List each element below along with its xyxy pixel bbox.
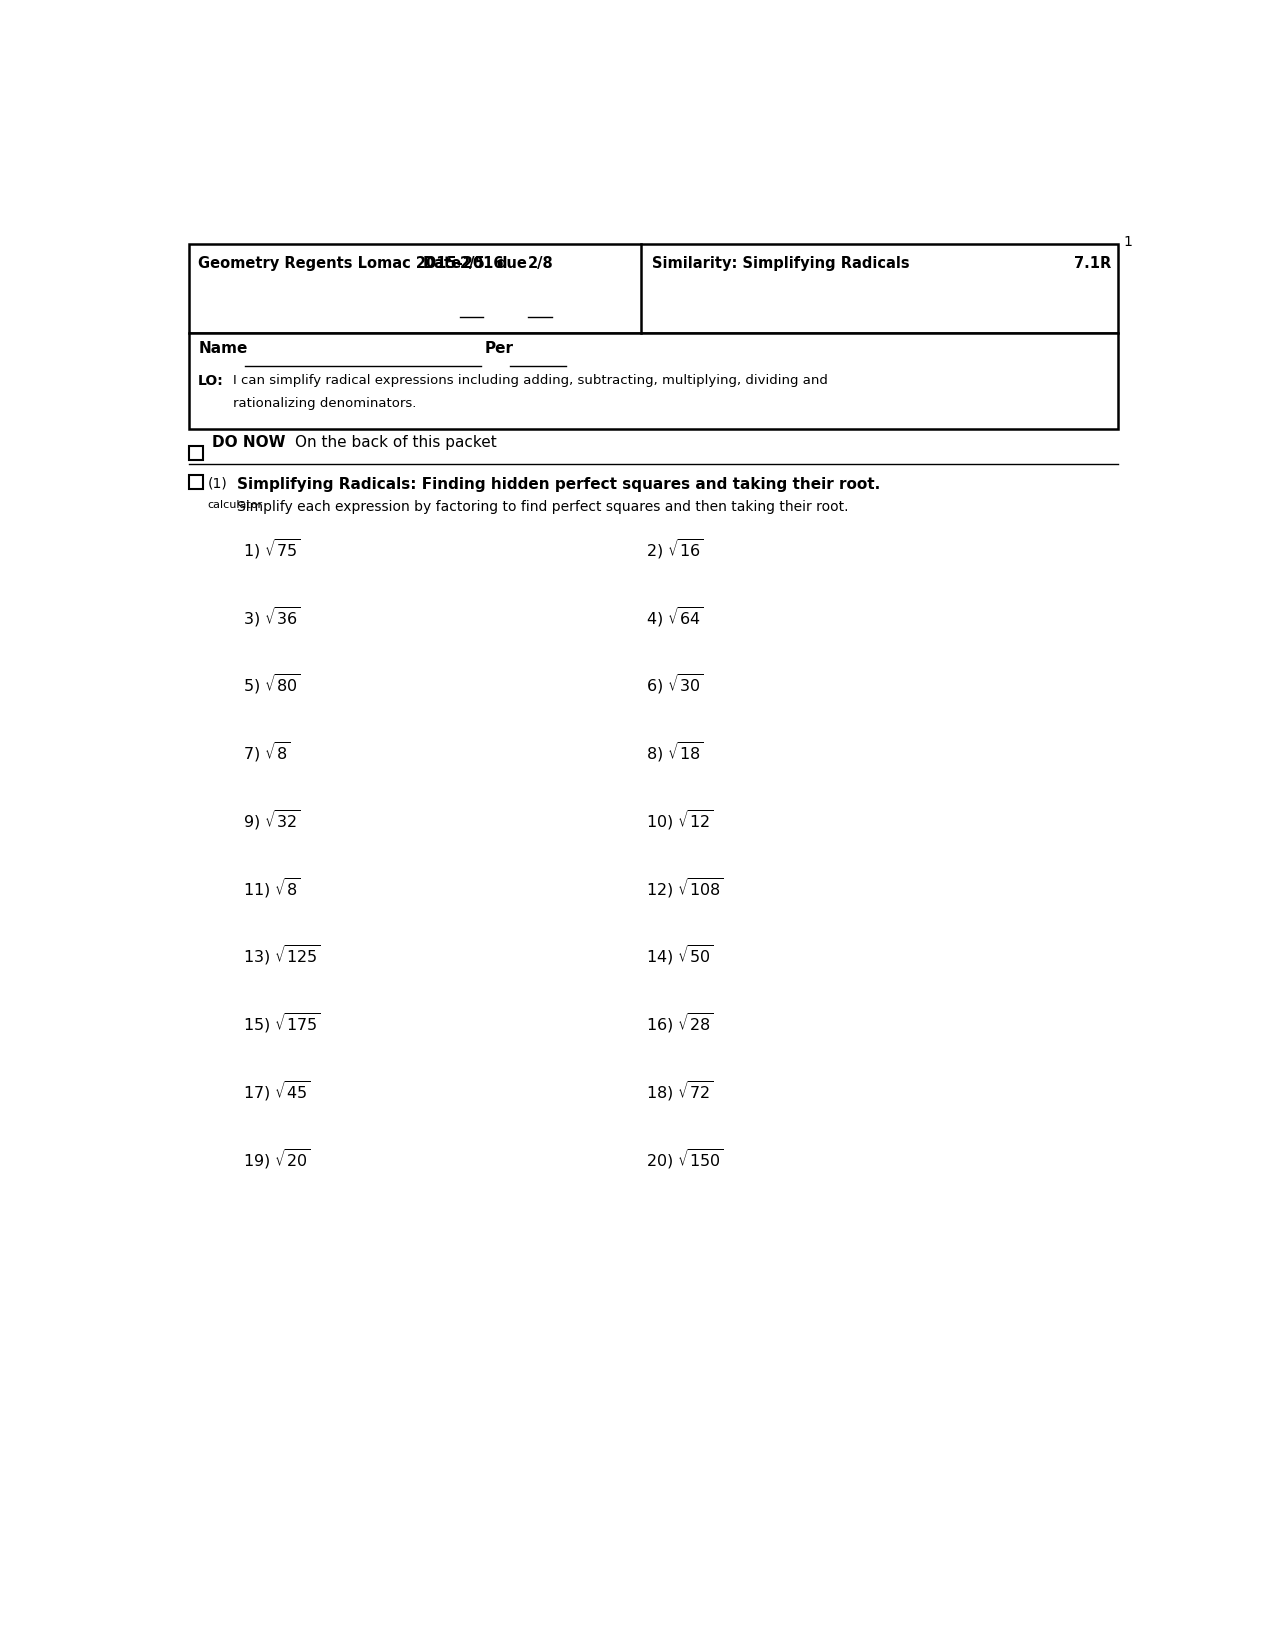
- Bar: [189, 475, 203, 489]
- Text: DO NOW: DO NOW: [212, 436, 286, 451]
- Text: 1) $\sqrt{75}$: 1) $\sqrt{75}$: [244, 537, 301, 561]
- Text: 5) $\sqrt{80}$: 5) $\sqrt{80}$: [244, 672, 301, 697]
- Text: 1: 1: [1123, 234, 1132, 249]
- Text: 14) $\sqrt{50}$: 14) $\sqrt{50}$: [646, 943, 714, 967]
- Text: Geometry Regents Lomac 2015-2016: Geometry Regents Lomac 2015-2016: [198, 256, 504, 271]
- Text: I can simplify radical expressions including adding, subtracting, multiplying, d: I can simplify radical expressions inclu…: [233, 373, 827, 386]
- Text: Per: Per: [484, 340, 514, 355]
- Text: calculator: calculator: [208, 500, 263, 510]
- Text: 7.1R: 7.1R: [1074, 256, 1111, 271]
- Text: 7) $\sqrt{8}$: 7) $\sqrt{8}$: [244, 740, 291, 764]
- Text: Simplify each expression by factoring to find perfect squares and then taking th: Simplify each expression by factoring to…: [237, 500, 848, 513]
- Text: 18) $\sqrt{72}$: 18) $\sqrt{72}$: [646, 1080, 714, 1103]
- Text: LO:: LO:: [198, 373, 224, 388]
- Text: 11) $\sqrt{8}$: 11) $\sqrt{8}$: [244, 875, 301, 900]
- Text: 19) $\sqrt{20}$: 19) $\sqrt{20}$: [244, 1147, 311, 1171]
- Bar: [189, 334, 1118, 429]
- Text: 8) $\sqrt{18}$: 8) $\sqrt{18}$: [646, 740, 704, 764]
- Text: 2/8: 2/8: [528, 256, 555, 271]
- Text: (1): (1): [208, 477, 227, 490]
- Text: 6) $\sqrt{30}$: 6) $\sqrt{30}$: [646, 672, 704, 697]
- Bar: [189, 446, 203, 461]
- Text: 2/5: 2/5: [460, 256, 486, 271]
- Text: rationalizing denominators.: rationalizing denominators.: [233, 396, 417, 409]
- Text: 16) $\sqrt{28}$: 16) $\sqrt{28}$: [646, 1012, 714, 1035]
- Text: Date: Date: [423, 256, 462, 271]
- Text: 20) $\sqrt{150}$: 20) $\sqrt{150}$: [646, 1147, 724, 1171]
- Text: Similarity: Simplifying Radicals: Similarity: Simplifying Radicals: [652, 256, 909, 271]
- Text: 12) $\sqrt{108}$: 12) $\sqrt{108}$: [646, 875, 724, 900]
- Text: 3) $\sqrt{36}$: 3) $\sqrt{36}$: [244, 604, 301, 629]
- Text: 13) $\sqrt{125}$: 13) $\sqrt{125}$: [244, 943, 321, 967]
- Text: Name: Name: [198, 340, 247, 355]
- Text: 17) $\sqrt{45}$: 17) $\sqrt{45}$: [244, 1080, 311, 1103]
- Text: 15) $\sqrt{175}$: 15) $\sqrt{175}$: [244, 1012, 321, 1035]
- Text: Simplifying Radicals: Finding hidden perfect squares and taking their root.: Simplifying Radicals: Finding hidden per…: [237, 477, 880, 492]
- Text: On the back of this packet: On the back of this packet: [295, 436, 497, 451]
- Bar: [189, 244, 1118, 334]
- Text: 10) $\sqrt{12}$: 10) $\sqrt{12}$: [646, 807, 714, 832]
- Text: due: due: [496, 256, 528, 271]
- Text: 2) $\sqrt{16}$: 2) $\sqrt{16}$: [646, 537, 704, 561]
- Text: 9) $\sqrt{32}$: 9) $\sqrt{32}$: [244, 807, 301, 832]
- Text: 4) $\sqrt{64}$: 4) $\sqrt{64}$: [646, 604, 704, 629]
